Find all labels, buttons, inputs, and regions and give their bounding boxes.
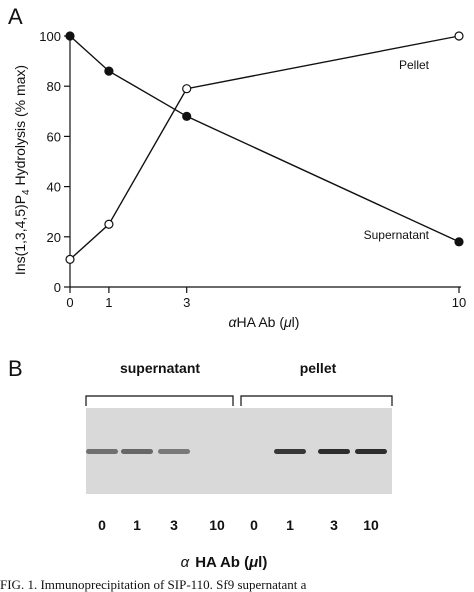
group-label-pellet: pellet: [300, 360, 337, 376]
panel-b-x-label: α HA Ab (μl): [181, 554, 268, 571]
lane-label: 3: [330, 517, 338, 533]
y-tick-label: 20: [47, 230, 61, 245]
panel-a-letter: A: [8, 4, 23, 29]
lane-labels: 0 1 3 10 0 1 3 10: [98, 517, 379, 533]
data-point-pellet: [454, 31, 464, 41]
bracket-pellet: [240, 395, 393, 406]
x-tick-label: 0: [66, 295, 73, 310]
y-tick-label: 0: [54, 280, 61, 295]
x-axis-label: αHA Ab (μl): [229, 314, 300, 330]
data-point-pellet: [65, 254, 75, 264]
y-tick-label: 40: [47, 180, 61, 195]
figure-caption: FIG. 1. Immunoprecipitation of SIP-110. …: [0, 577, 307, 592]
data-point-supernatant: [454, 237, 464, 247]
gel-band: [158, 449, 190, 454]
series-lines: [69, 35, 460, 260]
lane-label: 3: [170, 517, 178, 533]
lane-label: 1: [286, 517, 294, 533]
line-chart: 0 20 40 60 80 100 0 1 3 10 Pellet Supernatant: [39, 29, 466, 310]
series-label-supernatant: Supernatant: [364, 228, 430, 242]
y-axis-label: Ins(1,3,4,5)P4 Hydrolysis (% max): [12, 65, 32, 275]
group-label-supernatant: supernatant: [120, 360, 200, 376]
y-tick-label: 80: [47, 79, 61, 94]
gel-band: [121, 449, 153, 454]
series-labels: Pellet Supernatant: [364, 58, 430, 242]
lane-label: 0: [98, 517, 106, 533]
x-tick-label: 3: [183, 295, 190, 310]
lane-label: 1: [133, 517, 141, 533]
gel-bands: [86, 449, 387, 454]
data-point-supernatant: [182, 111, 192, 121]
series-line-supernatant: [69, 35, 460, 243]
series-points: [65, 31, 464, 264]
gel-band: [355, 449, 387, 454]
gel-band: [274, 449, 306, 454]
lane-label: 10: [363, 517, 379, 533]
bracket-supernatant: [85, 395, 234, 406]
lane-label: 0: [250, 517, 258, 533]
x-ticks: 0 1 3 10: [66, 287, 466, 310]
series-label-pellet: Pellet: [399, 58, 430, 72]
data-point-pellet: [182, 84, 192, 94]
gel-band: [86, 449, 118, 454]
y-tick-label: 100: [39, 29, 61, 44]
y-tick-label: 60: [47, 129, 61, 144]
series-line-pellet: [69, 35, 460, 260]
y-ticks: 0 20 40 60 80 100: [39, 29, 70, 295]
data-point-supernatant: [104, 66, 114, 76]
data-point-pellet: [104, 219, 114, 229]
data-point-supernatant: [65, 31, 75, 41]
lane-label: 10: [209, 517, 225, 533]
gel-band: [318, 449, 350, 454]
x-tick-label: 10: [452, 295, 466, 310]
x-tick-label: 1: [105, 295, 112, 310]
panel-b-letter: B: [8, 356, 23, 381]
